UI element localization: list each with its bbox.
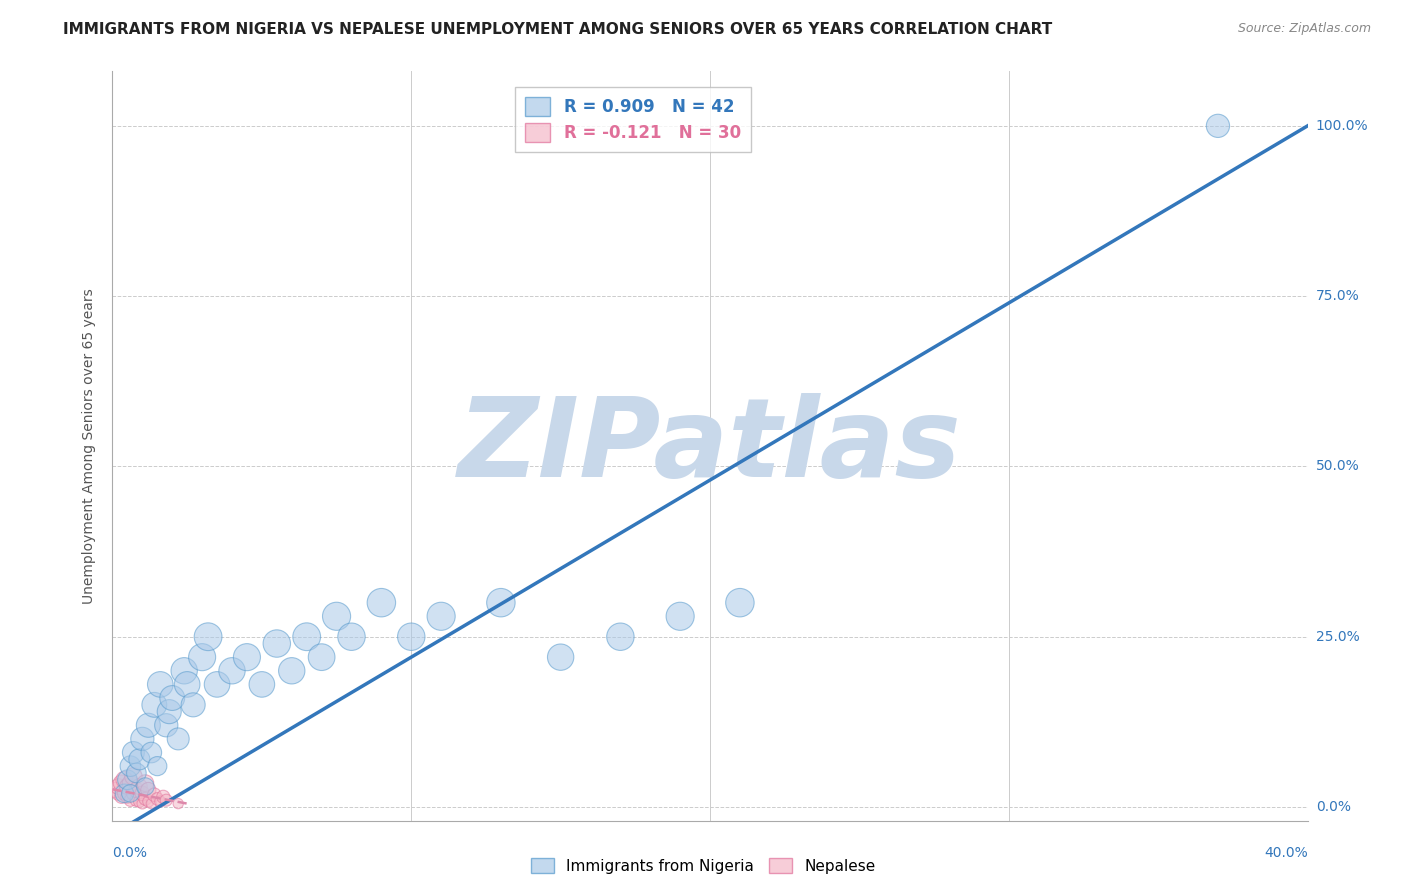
Point — [167, 731, 190, 746]
Point — [236, 650, 259, 665]
Point — [120, 759, 142, 773]
Point — [125, 766, 148, 780]
Y-axis label: Unemployment Among Seniors over 65 years: Unemployment Among Seniors over 65 years — [82, 288, 96, 604]
Point — [340, 630, 363, 644]
Point — [167, 797, 190, 811]
Point — [122, 769, 145, 783]
Text: ZIPatlas: ZIPatlas — [458, 392, 962, 500]
Point — [104, 783, 127, 797]
Point — [117, 789, 139, 804]
Point — [131, 731, 153, 746]
Point — [205, 677, 228, 691]
Point — [281, 664, 304, 678]
Text: 25.0%: 25.0% — [1316, 630, 1360, 644]
Point — [110, 776, 132, 790]
Point — [401, 630, 423, 644]
Text: 0.0%: 0.0% — [112, 846, 148, 860]
Point — [550, 650, 572, 665]
Point — [370, 596, 392, 610]
Point — [122, 786, 145, 800]
Point — [120, 793, 142, 807]
Point — [107, 780, 129, 794]
Point — [117, 780, 139, 794]
Point — [134, 780, 156, 794]
Point — [311, 650, 333, 665]
Point — [141, 746, 163, 760]
Legend: Immigrants from Nigeria, Nepalese: Immigrants from Nigeria, Nepalese — [524, 852, 882, 880]
Point — [149, 795, 172, 809]
Point — [146, 792, 169, 806]
Point — [181, 698, 204, 712]
Text: 50.0%: 50.0% — [1316, 459, 1360, 474]
Point — [489, 596, 512, 610]
Point — [430, 609, 453, 624]
Point — [128, 795, 150, 809]
Point — [110, 789, 132, 804]
Text: 40.0%: 40.0% — [1264, 846, 1308, 860]
Point — [138, 783, 160, 797]
Point — [609, 630, 631, 644]
Point — [1206, 119, 1229, 133]
Point — [114, 772, 135, 787]
Point — [728, 596, 751, 610]
Point — [152, 789, 174, 804]
Point — [128, 752, 150, 766]
Point — [134, 792, 156, 806]
Point — [134, 776, 156, 790]
Point — [191, 650, 214, 665]
Point — [155, 718, 177, 732]
Point — [295, 630, 318, 644]
Point — [197, 630, 219, 644]
Point — [176, 677, 198, 691]
Point — [266, 636, 288, 650]
Point — [122, 746, 145, 760]
Point — [173, 664, 195, 678]
Point — [107, 786, 129, 800]
Point — [146, 759, 169, 773]
Point — [114, 786, 135, 800]
Point — [125, 783, 148, 797]
Text: 100.0%: 100.0% — [1316, 119, 1368, 133]
Text: 0.0%: 0.0% — [1316, 800, 1351, 814]
Point — [138, 795, 160, 809]
Point — [125, 793, 148, 807]
Point — [143, 698, 166, 712]
Point — [221, 664, 243, 678]
Point — [157, 705, 180, 719]
Point — [120, 776, 142, 790]
Point — [131, 797, 153, 811]
Point — [120, 786, 142, 800]
Point — [162, 691, 183, 706]
Point — [143, 788, 166, 802]
Point — [155, 793, 177, 807]
Point — [128, 780, 150, 794]
Point — [149, 677, 172, 691]
Point — [117, 772, 139, 787]
Point — [669, 609, 692, 624]
Point — [141, 797, 163, 811]
Point — [250, 677, 273, 691]
Point — [325, 609, 347, 624]
Text: Source: ZipAtlas.com: Source: ZipAtlas.com — [1237, 22, 1371, 36]
Text: 75.0%: 75.0% — [1316, 289, 1360, 303]
Point — [138, 718, 160, 732]
Point — [131, 786, 153, 800]
Point — [114, 786, 135, 800]
Text: IMMIGRANTS FROM NIGERIA VS NEPALESE UNEMPLOYMENT AMONG SENIORS OVER 65 YEARS COR: IMMIGRANTS FROM NIGERIA VS NEPALESE UNEM… — [63, 22, 1053, 37]
Legend: R = 0.909   N = 42, R = -0.121   N = 30: R = 0.909 N = 42, R = -0.121 N = 30 — [515, 87, 751, 153]
